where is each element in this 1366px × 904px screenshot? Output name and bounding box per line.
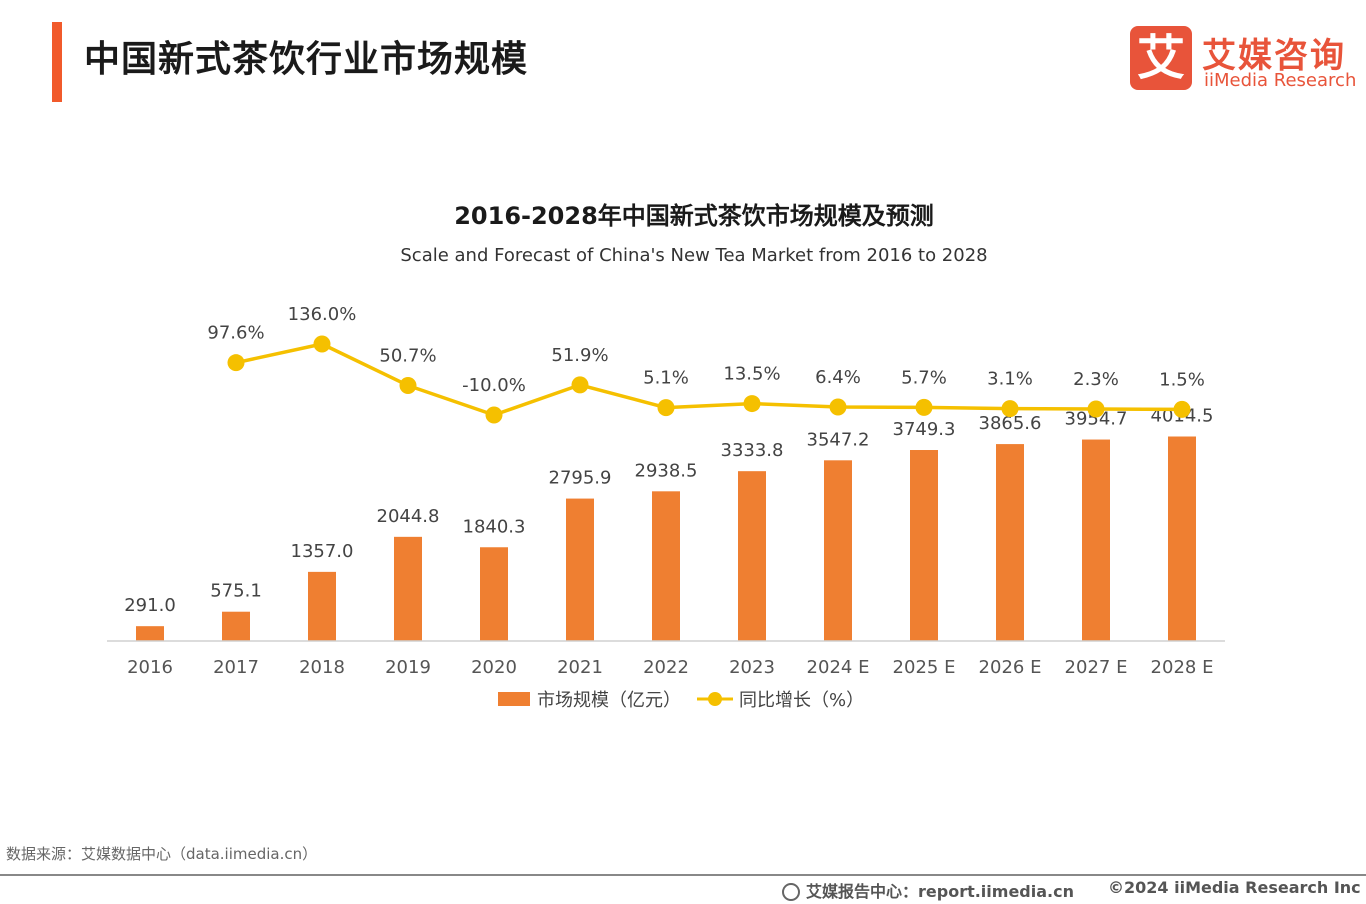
- growth-value-label: 3.1%: [987, 369, 1033, 390]
- bar-2022: [652, 491, 680, 641]
- bar-2026-e: [996, 444, 1024, 641]
- page-title: 中国新式茶饮行业市场规模: [84, 39, 529, 80]
- chart-subtitle: Scale and Forecast of China's New Tea Ma…: [400, 245, 987, 266]
- bar-2018: [308, 571, 336, 641]
- globe-icon: [782, 883, 800, 901]
- growth-value-label: 5.1%: [643, 368, 689, 389]
- logo-english-name: iiMedia Research: [1204, 70, 1357, 91]
- market-scale-chart: 2016-2028年中国新式茶饮市场规模及预测 Scale and Foreca…: [107, 202, 1225, 711]
- growth-value-label: -10.0%: [462, 375, 526, 396]
- growth-point: [829, 398, 847, 416]
- bar-value-label: 2795.9: [549, 468, 612, 489]
- growth-point: [399, 376, 417, 394]
- footer-divider: [0, 874, 1366, 876]
- bar-value-label: 2044.8: [377, 506, 440, 527]
- legend-line-label: 同比增长（%）: [739, 690, 864, 711]
- x-tick-label: 2021: [557, 657, 603, 678]
- footer-report-center: 艾媒报告中心：report.iimedia.cn: [782, 878, 1074, 902]
- chart-legend: 市场规模（亿元） 同比增长（%）: [498, 690, 864, 711]
- growth-point: [1173, 400, 1191, 418]
- x-tick-label: 2020: [471, 657, 517, 678]
- growth-point: [743, 395, 761, 413]
- bar-value-label: 2938.5: [635, 460, 698, 481]
- x-tick-label: 2017: [213, 657, 259, 678]
- x-tick-label: 2026 E: [979, 657, 1042, 678]
- iimedia-logo: 艾 艾媒咨询 iiMedia Research: [1130, 26, 1360, 96]
- bar-2027-e: [1082, 439, 1110, 641]
- title-accent-bar: [52, 22, 62, 102]
- bar-value-label: 3954.7: [1065, 409, 1128, 430]
- growth-value-label: 97.6%: [207, 323, 264, 344]
- growth-point: [227, 354, 245, 372]
- bar-value-label: 3547.2: [807, 429, 870, 450]
- x-tick-label: 2028 E: [1151, 657, 1214, 678]
- logo-mark: 艾: [1130, 26, 1192, 90]
- bar-2016: [136, 626, 164, 641]
- chart-title: 2016-2028年中国新式茶饮市场规模及预测: [454, 202, 934, 230]
- growth-value-label: 5.7%: [901, 367, 947, 388]
- growth-point: [1001, 400, 1019, 418]
- growth-value-label: 136.0%: [288, 304, 357, 325]
- bar-value-label: 3865.6: [979, 413, 1042, 434]
- bar-2019: [394, 536, 422, 641]
- x-tick-label: 2024 E: [807, 657, 870, 678]
- growth-value-label: 50.7%: [379, 345, 436, 366]
- bar-value-label: 3749.3: [893, 419, 956, 440]
- x-tick-label: 2027 E: [1065, 657, 1128, 678]
- bar-value-label: 3333.8: [721, 440, 784, 461]
- bar-value-label: 575.1: [210, 581, 262, 602]
- data-source-note: 数据来源：艾媒数据中心（data.iimedia.cn）: [6, 845, 318, 863]
- footer-report-text: 艾媒报告中心：report.iimedia.cn: [806, 882, 1074, 901]
- bar-value-label: 291.0: [124, 595, 176, 616]
- legend-bar-label: 市场规模（亿元）: [537, 690, 681, 711]
- growth-line: [235, 342, 1183, 417]
- logo-chinese-name: 艾媒咨询: [1202, 36, 1346, 76]
- x-tick-label: 2018: [299, 657, 345, 678]
- bar-2021: [566, 498, 594, 641]
- legend-line-marker: [708, 692, 722, 706]
- bar-2020: [480, 547, 508, 641]
- legend-bar-swatch: [498, 692, 530, 706]
- bar-value-label: 1357.0: [291, 541, 354, 562]
- bar-2023: [738, 471, 766, 641]
- growth-value-label: 13.5%: [723, 364, 780, 385]
- growth-point: [485, 406, 503, 424]
- growth-value-label: 51.9%: [551, 345, 608, 366]
- growth-point: [915, 398, 933, 416]
- x-tick-label: 2016: [127, 657, 173, 678]
- footer-copyright: ©2024 iiMedia Research Inc: [1108, 878, 1361, 897]
- bar-2025-e: [910, 450, 938, 641]
- growth-value-label: 2.3%: [1073, 369, 1119, 390]
- bar-2017: [222, 611, 250, 641]
- bar-value-label: 1840.3: [463, 516, 526, 537]
- x-tick-label: 2019: [385, 657, 431, 678]
- growth-point: [1087, 400, 1105, 418]
- growth-point: [313, 335, 331, 353]
- growth-point: [657, 399, 675, 417]
- bar-2024-e: [824, 460, 852, 641]
- x-tick-label: 2025 E: [893, 657, 956, 678]
- bar-2028-e: [1168, 436, 1196, 641]
- x-tick-label: 2023: [729, 657, 775, 678]
- growth-value-label: 6.4%: [815, 367, 861, 388]
- x-tick-label: 2022: [643, 657, 689, 678]
- growth-point: [571, 376, 589, 394]
- growth-value-label: 1.5%: [1159, 369, 1205, 390]
